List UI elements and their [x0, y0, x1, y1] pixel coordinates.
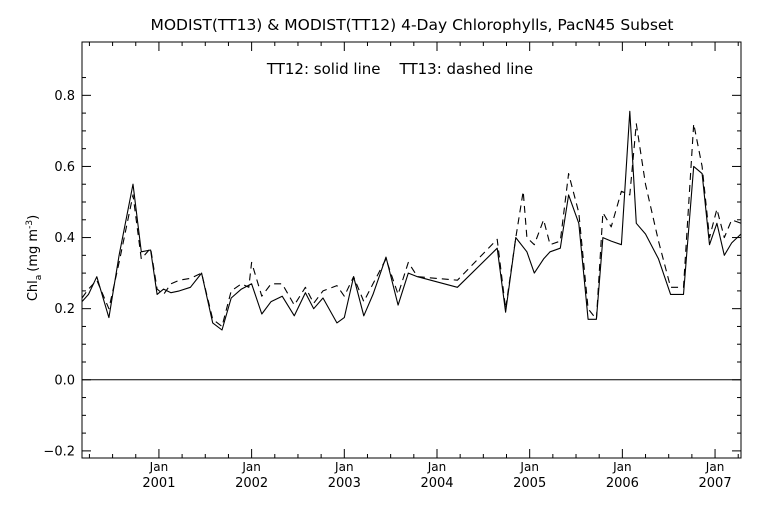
- y-tick-label: 0.2: [54, 302, 75, 317]
- x-tick-month-label: Jan: [149, 460, 169, 474]
- x-axis-ticks: Jan 2001 Jan 2002 Jan 2003 Jan 2004 Jan 2005 Jan 20…: [88, 42, 739, 491]
- x-tick-month-label: Jan: [334, 460, 354, 474]
- y-axis-label-units-exp: -3: [25, 220, 35, 229]
- y-tick-label: 0.0: [54, 373, 75, 388]
- x-tick-month-label: Jan: [241, 460, 261, 474]
- x-tick-year-label: 2001: [142, 476, 175, 491]
- y-axis-label-subscript: a: [34, 275, 44, 281]
- x-tick-month-label: Jan: [705, 460, 725, 474]
- plot-frame: [81, 41, 742, 459]
- x-tick-year-label: 2007: [699, 476, 732, 491]
- x-tick-year-label: 2006: [606, 476, 639, 491]
- x-tick-year-label: 2002: [235, 476, 268, 491]
- y-axis-label: Chla (mg m-3): [25, 215, 44, 301]
- x-tick-month-label: Jan: [612, 460, 632, 474]
- series-tt12-solid-line: [81, 110, 742, 331]
- y-tick-label: 0.8: [54, 89, 75, 104]
- x-tick-month-label: Jan: [519, 460, 539, 474]
- x-tick-month-label: Jan: [427, 460, 447, 474]
- x-tick-year-label: 2005: [513, 476, 546, 491]
- chart-title: MODIST(TT13) & MODIST(TT12) 4-Day Chloro…: [150, 16, 673, 34]
- x-tick-year-label: 2003: [328, 476, 361, 491]
- chart-annotation: TT12: solid line TT13: dashed line: [266, 60, 533, 78]
- y-tick-label: 0.4: [54, 231, 75, 246]
- y-axis-label-units-prefix: (mg m: [26, 229, 41, 272]
- y-axis-label-units-suffix: ): [26, 215, 41, 220]
- x-tick-year-label: 2004: [420, 476, 453, 491]
- series-layer: [81, 110, 742, 331]
- y-tick-label: 0.6: [54, 160, 75, 175]
- y-axis-ticks: −0.2 0.0 0.2 0.4 0.6 0.8: [43, 77, 741, 459]
- y-tick-label: −0.2: [43, 444, 75, 459]
- y-axis-label-main: Chl: [26, 280, 41, 301]
- series-tt13-dashed-line: [81, 123, 742, 327]
